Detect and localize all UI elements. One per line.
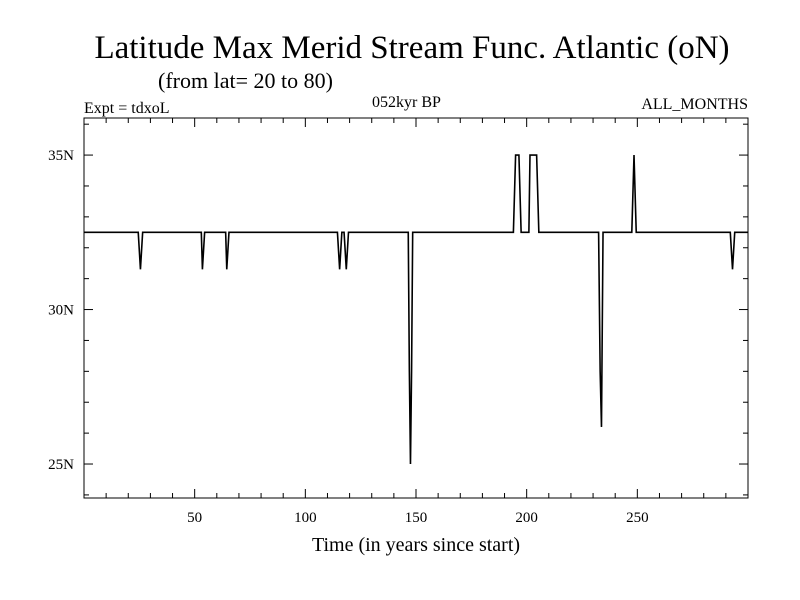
y-tick-label: 35N (48, 148, 74, 164)
x-tick-label: 200 (515, 510, 538, 526)
x-tick-label: 50 (187, 510, 202, 526)
series-line (84, 154, 748, 465)
series-layer (84, 154, 748, 465)
months-label: ALL_MONTHS (641, 96, 748, 113)
axis-ticks: 50 100 150 200 250 25N 30N 35N (48, 118, 748, 526)
x-tick-label: 100 (294, 510, 317, 526)
chart-subtitle: (from lat= 20 to 80) (158, 68, 333, 93)
experiment-label: Expt = tdxoL (84, 100, 169, 117)
y-tick-label: 25N (48, 457, 74, 473)
x-tick-label: 150 (405, 510, 428, 526)
plot-frame (83, 117, 749, 499)
chart-title: Latitude Max Merid Stream Func. Atlantic… (94, 30, 729, 66)
period-label: 052kyr BP (372, 94, 441, 111)
y-tick-label: 30N (48, 303, 74, 319)
x-axis-label: Time (in years since start) (312, 534, 520, 556)
x-tick-label: 250 (626, 510, 649, 526)
